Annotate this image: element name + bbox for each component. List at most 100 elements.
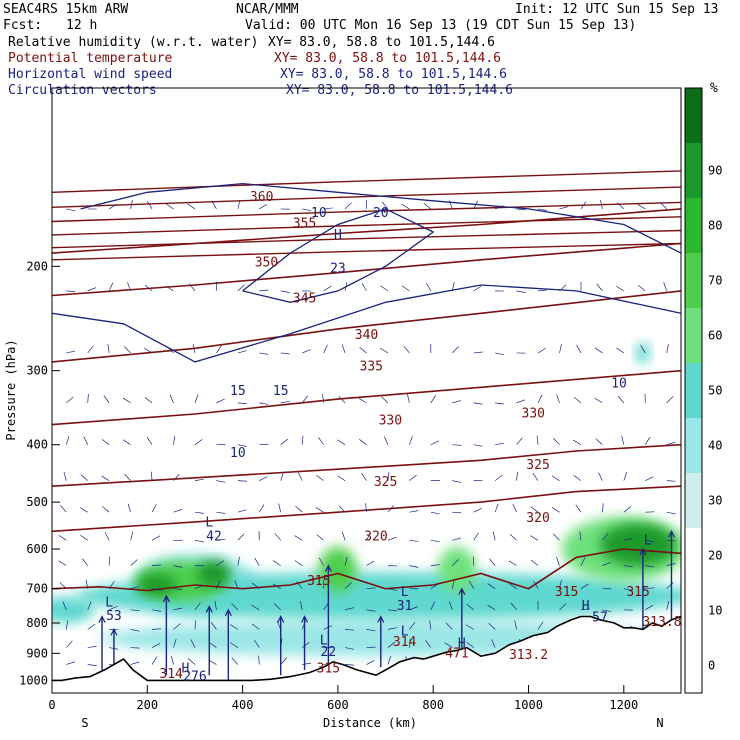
rh-region bbox=[197, 560, 231, 587]
circulation-vector bbox=[87, 664, 97, 667]
legend-field-name: Relative humidity (w.r.t. water) bbox=[8, 35, 258, 50]
contour-label: 345 bbox=[293, 291, 316, 306]
contour-label: 20 bbox=[373, 206, 389, 221]
circulation-vector bbox=[430, 511, 440, 515]
circulation-vector bbox=[151, 535, 161, 541]
contour-label: 53 bbox=[106, 609, 122, 624]
theta-contour-line bbox=[52, 186, 681, 208]
circulation-vector bbox=[466, 641, 474, 648]
circulation-vector bbox=[473, 507, 482, 513]
circulation-vector bbox=[295, 505, 303, 513]
circulation-vector bbox=[101, 439, 110, 445]
circulation-vector bbox=[359, 439, 367, 445]
circulation-vector bbox=[448, 601, 453, 610]
circulation-vector bbox=[573, 396, 582, 404]
circulation-vector bbox=[530, 535, 539, 541]
colorbar-swatch bbox=[685, 583, 702, 638]
circulation-vector bbox=[301, 641, 310, 648]
circulation-vector bbox=[430, 440, 440, 446]
contour-label: 10 bbox=[311, 206, 327, 221]
circulation-vector bbox=[495, 402, 505, 405]
circulation-vector bbox=[341, 531, 346, 541]
circulation-vector bbox=[60, 505, 67, 513]
circulation-vector bbox=[536, 435, 539, 445]
circulation-vector bbox=[254, 557, 260, 566]
circulation-vector bbox=[58, 560, 67, 566]
circulation-vector bbox=[516, 437, 523, 445]
circulation-vector bbox=[294, 560, 303, 566]
circulation-vector bbox=[234, 580, 239, 589]
circulation-vector bbox=[645, 476, 654, 481]
circulation-vector bbox=[645, 539, 655, 543]
circulation-vector bbox=[381, 201, 389, 210]
circulation-vector bbox=[87, 287, 97, 292]
theta-contour-line bbox=[52, 485, 681, 533]
header-valid: Valid: 00 UTC Mon 16 Sep 13 (19 CDT Sun … bbox=[245, 18, 636, 33]
circulation-vector bbox=[170, 655, 174, 665]
circulation-vector bbox=[169, 394, 174, 404]
updraft-arrowhead bbox=[277, 615, 285, 623]
circulation-vector bbox=[302, 208, 312, 212]
circulation-vector bbox=[194, 539, 204, 543]
circulation-vector bbox=[473, 285, 482, 292]
circulation-vector bbox=[300, 600, 303, 610]
circulation-vector bbox=[623, 565, 633, 568]
circulation-vector bbox=[516, 290, 526, 293]
contour-label: 23 bbox=[330, 262, 346, 277]
circulation-vector bbox=[387, 655, 392, 665]
circulation-vector bbox=[488, 623, 496, 630]
circulation-vector bbox=[80, 474, 88, 481]
colorbar-swatch bbox=[685, 473, 702, 528]
circulation-vector bbox=[318, 437, 324, 445]
contour-label: 10 bbox=[611, 376, 627, 391]
circulation-vector bbox=[173, 623, 181, 630]
circulation-vector bbox=[323, 285, 332, 292]
circulation-vector bbox=[237, 509, 247, 513]
wind-contour-line bbox=[80, 182, 681, 254]
circulation-vector bbox=[487, 604, 496, 611]
end-label-left: S bbox=[81, 716, 88, 730]
contour-label: 330 bbox=[522, 407, 545, 422]
circulation-vector bbox=[452, 511, 462, 514]
circulation-vector bbox=[65, 620, 69, 630]
colorbar-tick-label: 50 bbox=[708, 384, 722, 398]
circulation-vector bbox=[580, 583, 589, 589]
circulation-vector bbox=[87, 623, 96, 630]
contour-label: 355 bbox=[293, 217, 316, 232]
circulation-vector bbox=[173, 508, 183, 513]
header-fcst-label: Fcst: bbox=[3, 18, 42, 33]
circulation-vector bbox=[165, 285, 174, 292]
circulation-vector bbox=[124, 473, 131, 481]
circulation-vector bbox=[573, 439, 582, 445]
circulation-vector bbox=[274, 533, 281, 541]
theta-contour-line bbox=[52, 290, 681, 363]
circulation-vector bbox=[559, 603, 567, 611]
circulation-vector bbox=[473, 200, 478, 210]
circulation-vector bbox=[494, 474, 503, 481]
y-tick-label: 400 bbox=[26, 438, 48, 452]
circulation-vector bbox=[576, 344, 582, 354]
contour-label: 315 bbox=[317, 662, 340, 677]
circulation-vector bbox=[451, 282, 455, 291]
circulation-vector bbox=[551, 475, 560, 481]
updraft-arrowhead bbox=[324, 564, 332, 572]
circulation-vector bbox=[645, 587, 655, 590]
circulation-vector bbox=[173, 607, 183, 611]
circulation-vector bbox=[409, 539, 419, 542]
rh-region bbox=[437, 546, 477, 593]
updraft-arrowhead bbox=[301, 615, 309, 623]
circulation-vector bbox=[640, 345, 646, 354]
contour-label: L bbox=[401, 585, 409, 600]
circulation-vector bbox=[645, 604, 654, 611]
contour-label: 22 bbox=[321, 645, 337, 660]
circulation-vector bbox=[237, 556, 240, 566]
circulation-vector bbox=[409, 510, 419, 513]
contour-label: L bbox=[105, 595, 113, 610]
circulation-vector bbox=[623, 588, 633, 591]
circulation-vector bbox=[187, 203, 196, 210]
circulation-vector bbox=[452, 480, 462, 483]
circulation-vector bbox=[280, 352, 290, 355]
circulation-vector bbox=[87, 645, 97, 648]
circulation-vector bbox=[495, 205, 504, 210]
